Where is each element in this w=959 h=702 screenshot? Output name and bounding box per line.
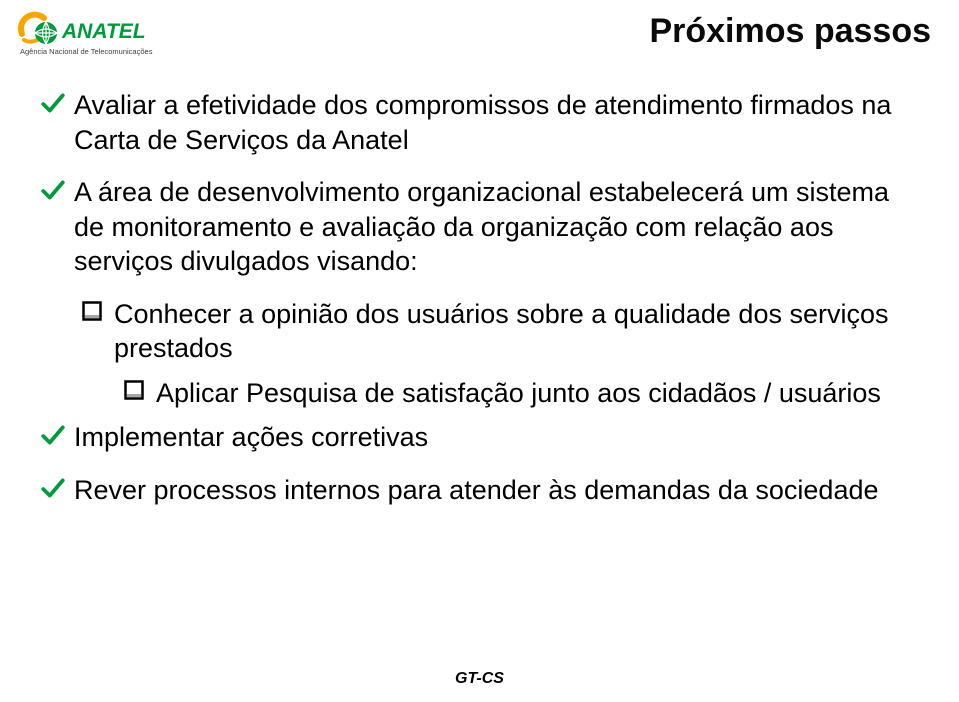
logo-main-text: ANATEL xyxy=(61,20,146,43)
bullet-text: Avaliar a efetividade dos compromissos d… xyxy=(74,90,891,155)
check-icon xyxy=(40,90,66,116)
bullet-lvl1: Implementar ações corretivas xyxy=(40,420,919,455)
anatel-logo-svg: ANATEL Agência Nacional de Telecomunicaç… xyxy=(14,10,179,58)
check-icon xyxy=(40,422,66,448)
bullet-text: Conhecer a opinião dos usuários sobre a … xyxy=(114,299,888,364)
bullet-text: A área de desenvolvimento organizacional… xyxy=(74,177,889,276)
logo: ANATEL Agência Nacional de Telecomunicaç… xyxy=(14,10,179,58)
footer-label: GT-CS xyxy=(0,670,959,688)
bullet-lvl1: A área de desenvolvimento organizacional… xyxy=(40,175,919,279)
check-icon xyxy=(40,177,66,203)
bullet-lvl1: Rever processos internos para atender às… xyxy=(40,473,919,508)
bullet-lvl1: Avaliar a efetividade dos compromissos d… xyxy=(40,88,919,157)
bullet-lvl2: Conhecer a opinião dos usuários sobre a … xyxy=(82,297,919,366)
box-icon xyxy=(124,380,144,400)
bullet-text: Aplicar Pesquisa de satisfação junto aos… xyxy=(156,378,881,408)
content-area: Avaliar a efetividade dos compromissos d… xyxy=(40,88,919,525)
check-icon xyxy=(40,475,66,501)
bullet-text: Implementar ações corretivas xyxy=(74,422,428,452)
logo-sub-text: Agência Nacional de Telecomunicações xyxy=(20,47,153,56)
page-title: Próximos passos xyxy=(649,12,931,51)
bullet-text: Rever processos internos para atender às… xyxy=(74,475,879,505)
box-icon xyxy=(82,301,102,321)
bullet-lvl3: Aplicar Pesquisa de satisfação junto aos… xyxy=(124,376,919,411)
